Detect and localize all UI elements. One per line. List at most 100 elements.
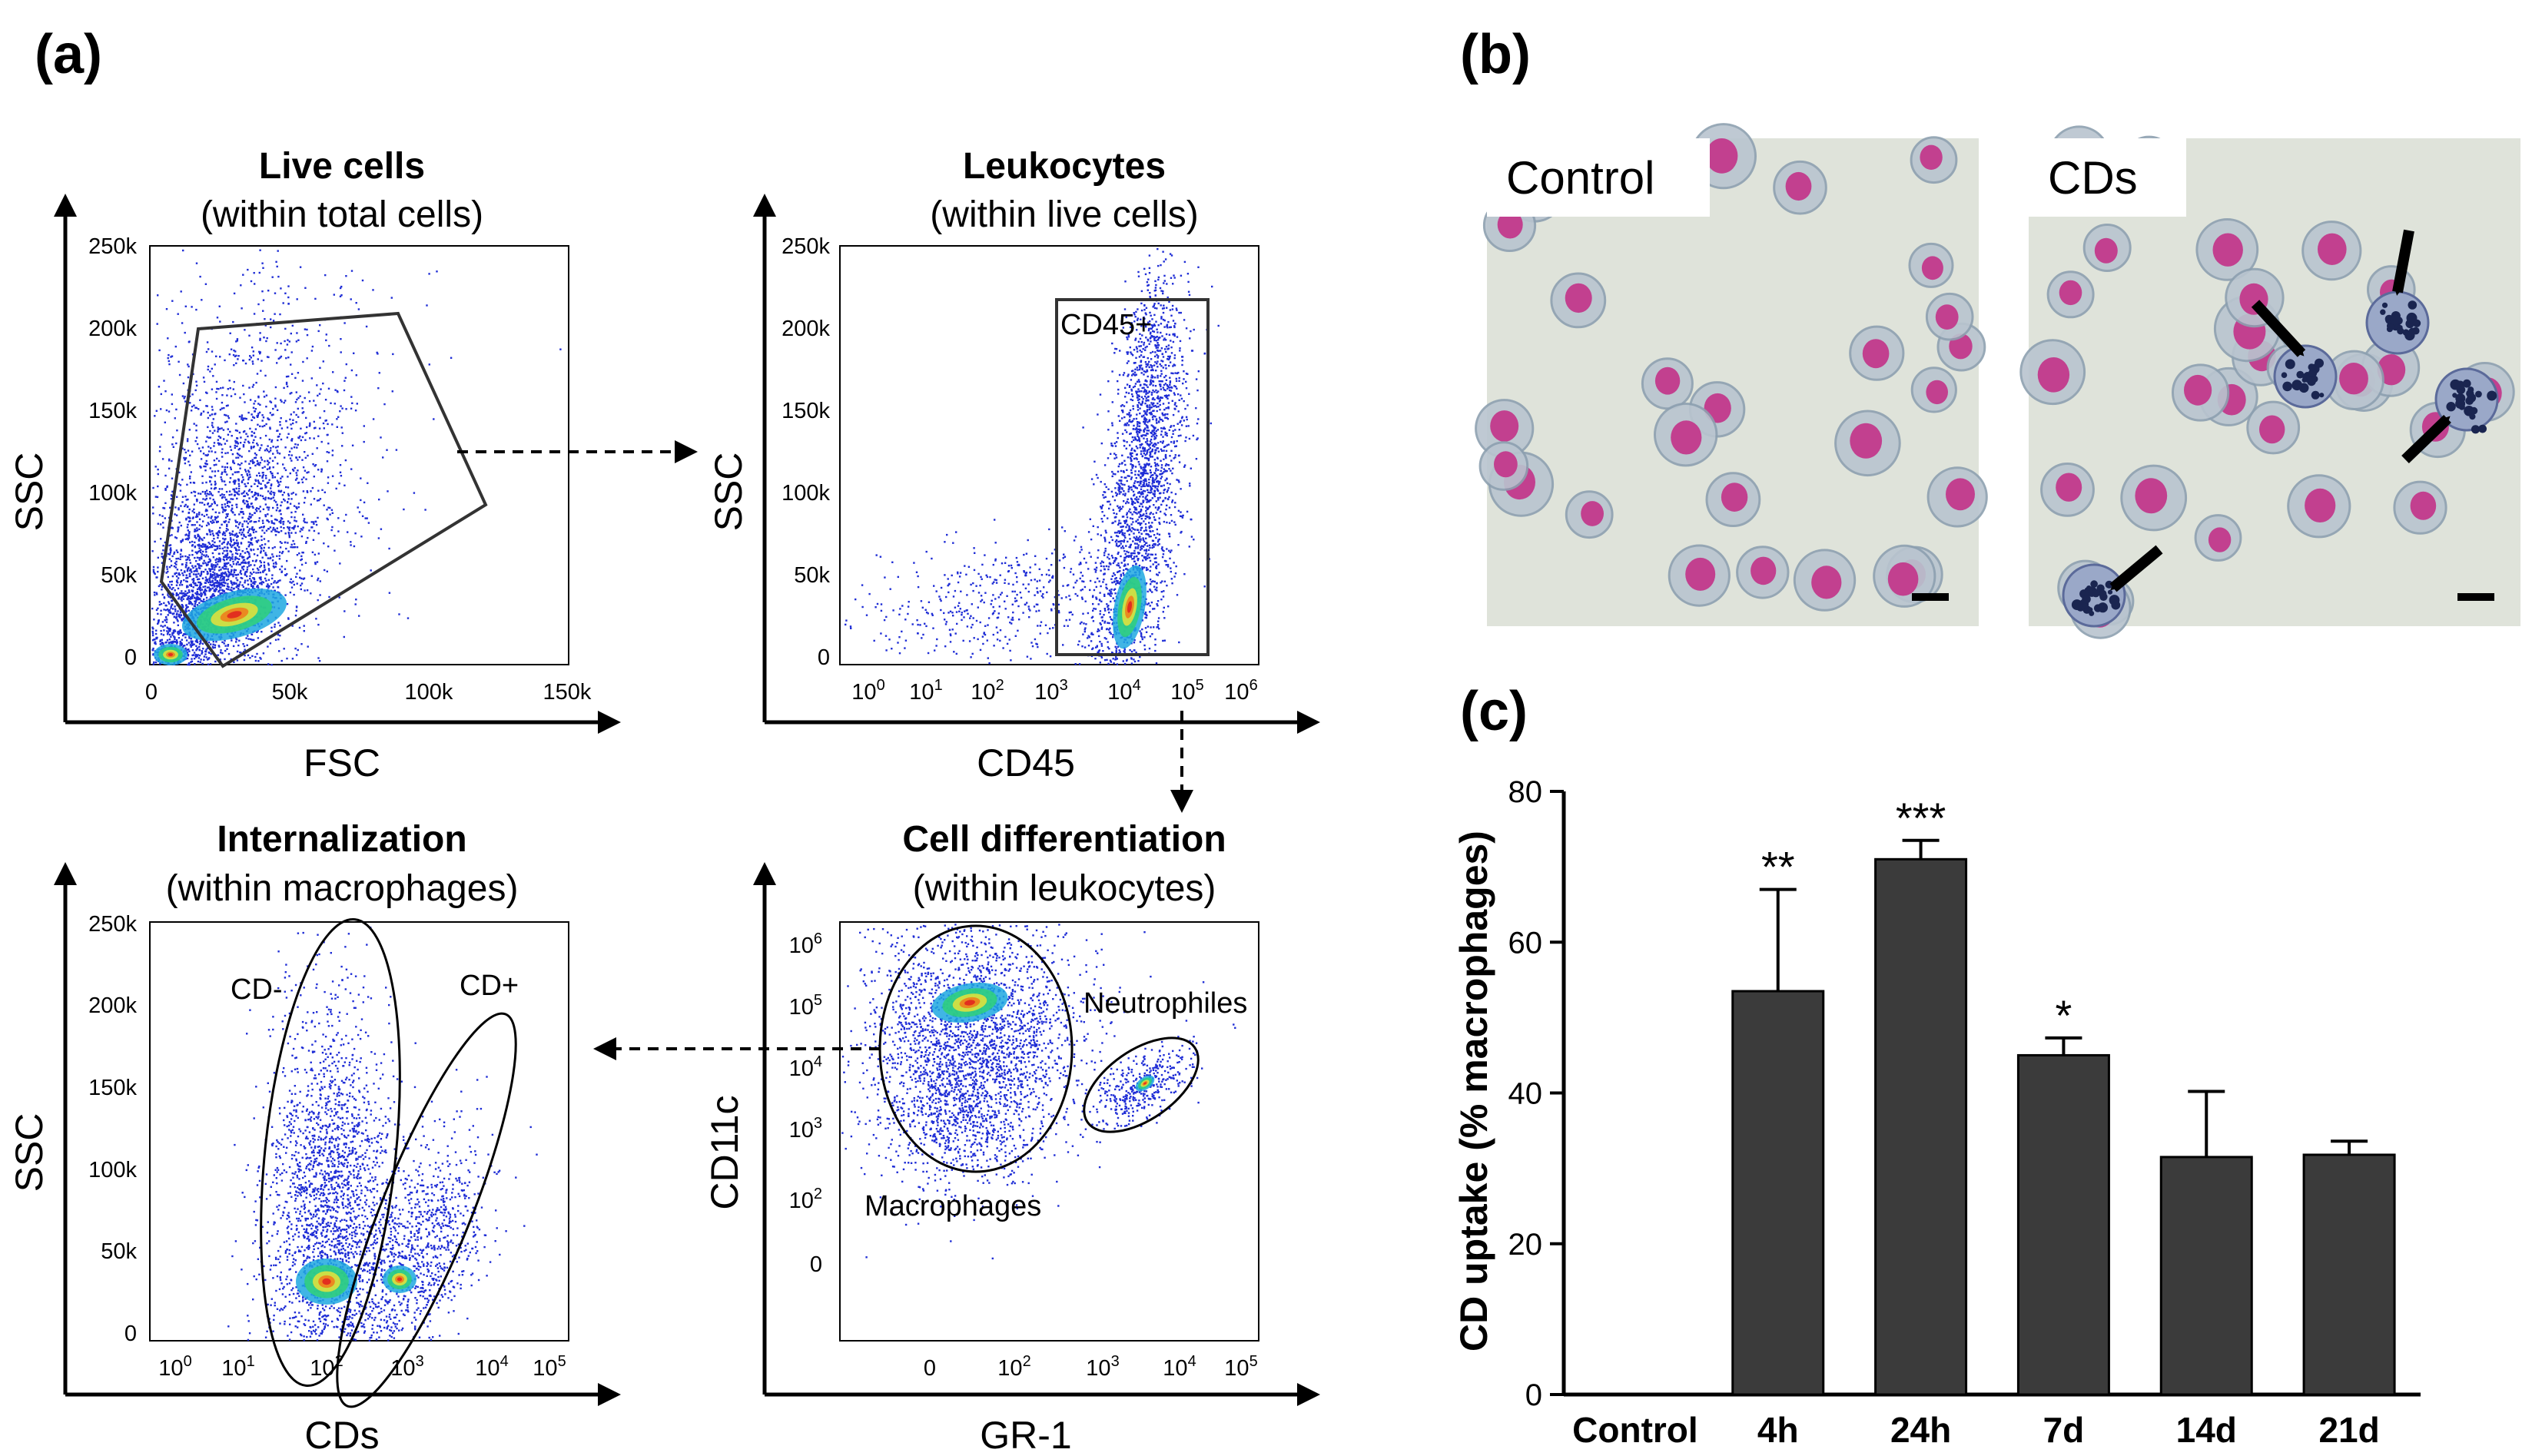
event-dot	[237, 543, 239, 546]
event-dot	[1144, 441, 1147, 443]
event-dot	[248, 471, 251, 473]
event-dot	[259, 249, 261, 251]
event-dot	[194, 565, 197, 567]
event-dot	[241, 307, 243, 310]
event-dot	[226, 463, 228, 465]
event-dot	[1143, 612, 1147, 615]
event-dot	[340, 338, 342, 340]
event-dot	[350, 396, 353, 398]
event-dot	[280, 542, 283, 544]
event-dot	[304, 589, 306, 592]
event-dot	[164, 489, 167, 491]
event-dot	[154, 594, 156, 596]
event-dot	[204, 549, 207, 551]
event-dot	[312, 521, 315, 523]
event-dot	[181, 501, 184, 503]
event-dot	[331, 423, 334, 426]
event-dot	[285, 383, 288, 386]
event-dot	[231, 639, 233, 642]
event-dot	[187, 505, 189, 508]
event-dot	[322, 360, 324, 363]
event-dot	[307, 536, 309, 539]
event-dot	[1130, 440, 1133, 443]
event-dot	[1141, 619, 1143, 622]
event-dot	[216, 585, 218, 588]
event-dot	[227, 505, 229, 507]
event-dot	[1162, 414, 1164, 416]
event-dot	[1141, 367, 1143, 370]
event-dot	[1107, 605, 1110, 607]
event-dot	[1161, 442, 1164, 444]
event-dot	[181, 539, 184, 541]
event-dot	[356, 403, 358, 405]
event-dot	[1122, 373, 1125, 376]
event-dot	[187, 655, 190, 657]
event-dot	[1170, 314, 1173, 317]
event-dot	[300, 588, 302, 591]
event-dot	[1097, 603, 1100, 605]
event-dot	[242, 569, 244, 571]
event-dot	[259, 506, 261, 508]
event-dot	[258, 271, 261, 274]
event-dot	[208, 476, 211, 478]
event-dot	[296, 446, 298, 449]
event-dot	[284, 340, 286, 343]
event-dot	[1149, 546, 1151, 549]
event-dot	[1100, 565, 1103, 567]
event-dot	[234, 569, 237, 572]
event-dot	[251, 586, 254, 589]
event-dot	[157, 612, 159, 615]
plot2-frame	[839, 245, 1259, 665]
event-dot	[1098, 599, 1101, 601]
event-dot	[208, 657, 211, 659]
event-dot	[262, 416, 265, 419]
event-dot	[1121, 533, 1123, 536]
event-dot	[217, 435, 221, 438]
event-dot	[274, 476, 276, 479]
event-dot	[226, 552, 229, 555]
event-dot	[1129, 648, 1131, 652]
event-dot	[1165, 463, 1167, 466]
event-dot	[255, 453, 257, 456]
event-dot	[166, 619, 168, 621]
event-dot	[234, 494, 236, 497]
event-dot	[226, 585, 229, 588]
event-dot	[171, 588, 173, 591]
event-dot	[1175, 445, 1177, 447]
event-dot	[184, 496, 187, 498]
event-dot	[1157, 489, 1160, 493]
event-dot	[298, 552, 300, 555]
event-dot	[1153, 481, 1155, 483]
event-dot	[196, 443, 199, 446]
event-dot	[293, 546, 295, 549]
event-dot	[194, 653, 197, 656]
event-dot	[1084, 627, 1087, 629]
event-dot	[221, 592, 224, 595]
event-dot	[1148, 482, 1150, 484]
event-dot	[193, 643, 195, 645]
event-dot	[213, 589, 216, 591]
event-dot	[308, 529, 310, 532]
event-dot	[270, 401, 273, 403]
event-dot	[194, 573, 197, 575]
event-dot	[237, 490, 241, 493]
event-dot	[292, 422, 294, 425]
event-dot	[212, 543, 214, 546]
event-dot	[235, 574, 237, 576]
event-dot	[287, 498, 290, 500]
event-dot	[279, 551, 281, 553]
event-dot	[251, 526, 254, 529]
event-dot	[177, 632, 179, 635]
event-dot	[217, 516, 219, 518]
event-dot	[1110, 555, 1113, 557]
event-dot	[1117, 552, 1119, 556]
event-dot	[1160, 466, 1163, 469]
event-dot	[222, 589, 225, 592]
event-dot	[1130, 478, 1133, 480]
event-dot	[358, 511, 361, 513]
event-dot	[1101, 520, 1104, 523]
event-dot	[274, 530, 277, 532]
event-dot	[235, 638, 238, 641]
event-dot	[1159, 418, 1161, 421]
event-dot	[1143, 389, 1147, 391]
